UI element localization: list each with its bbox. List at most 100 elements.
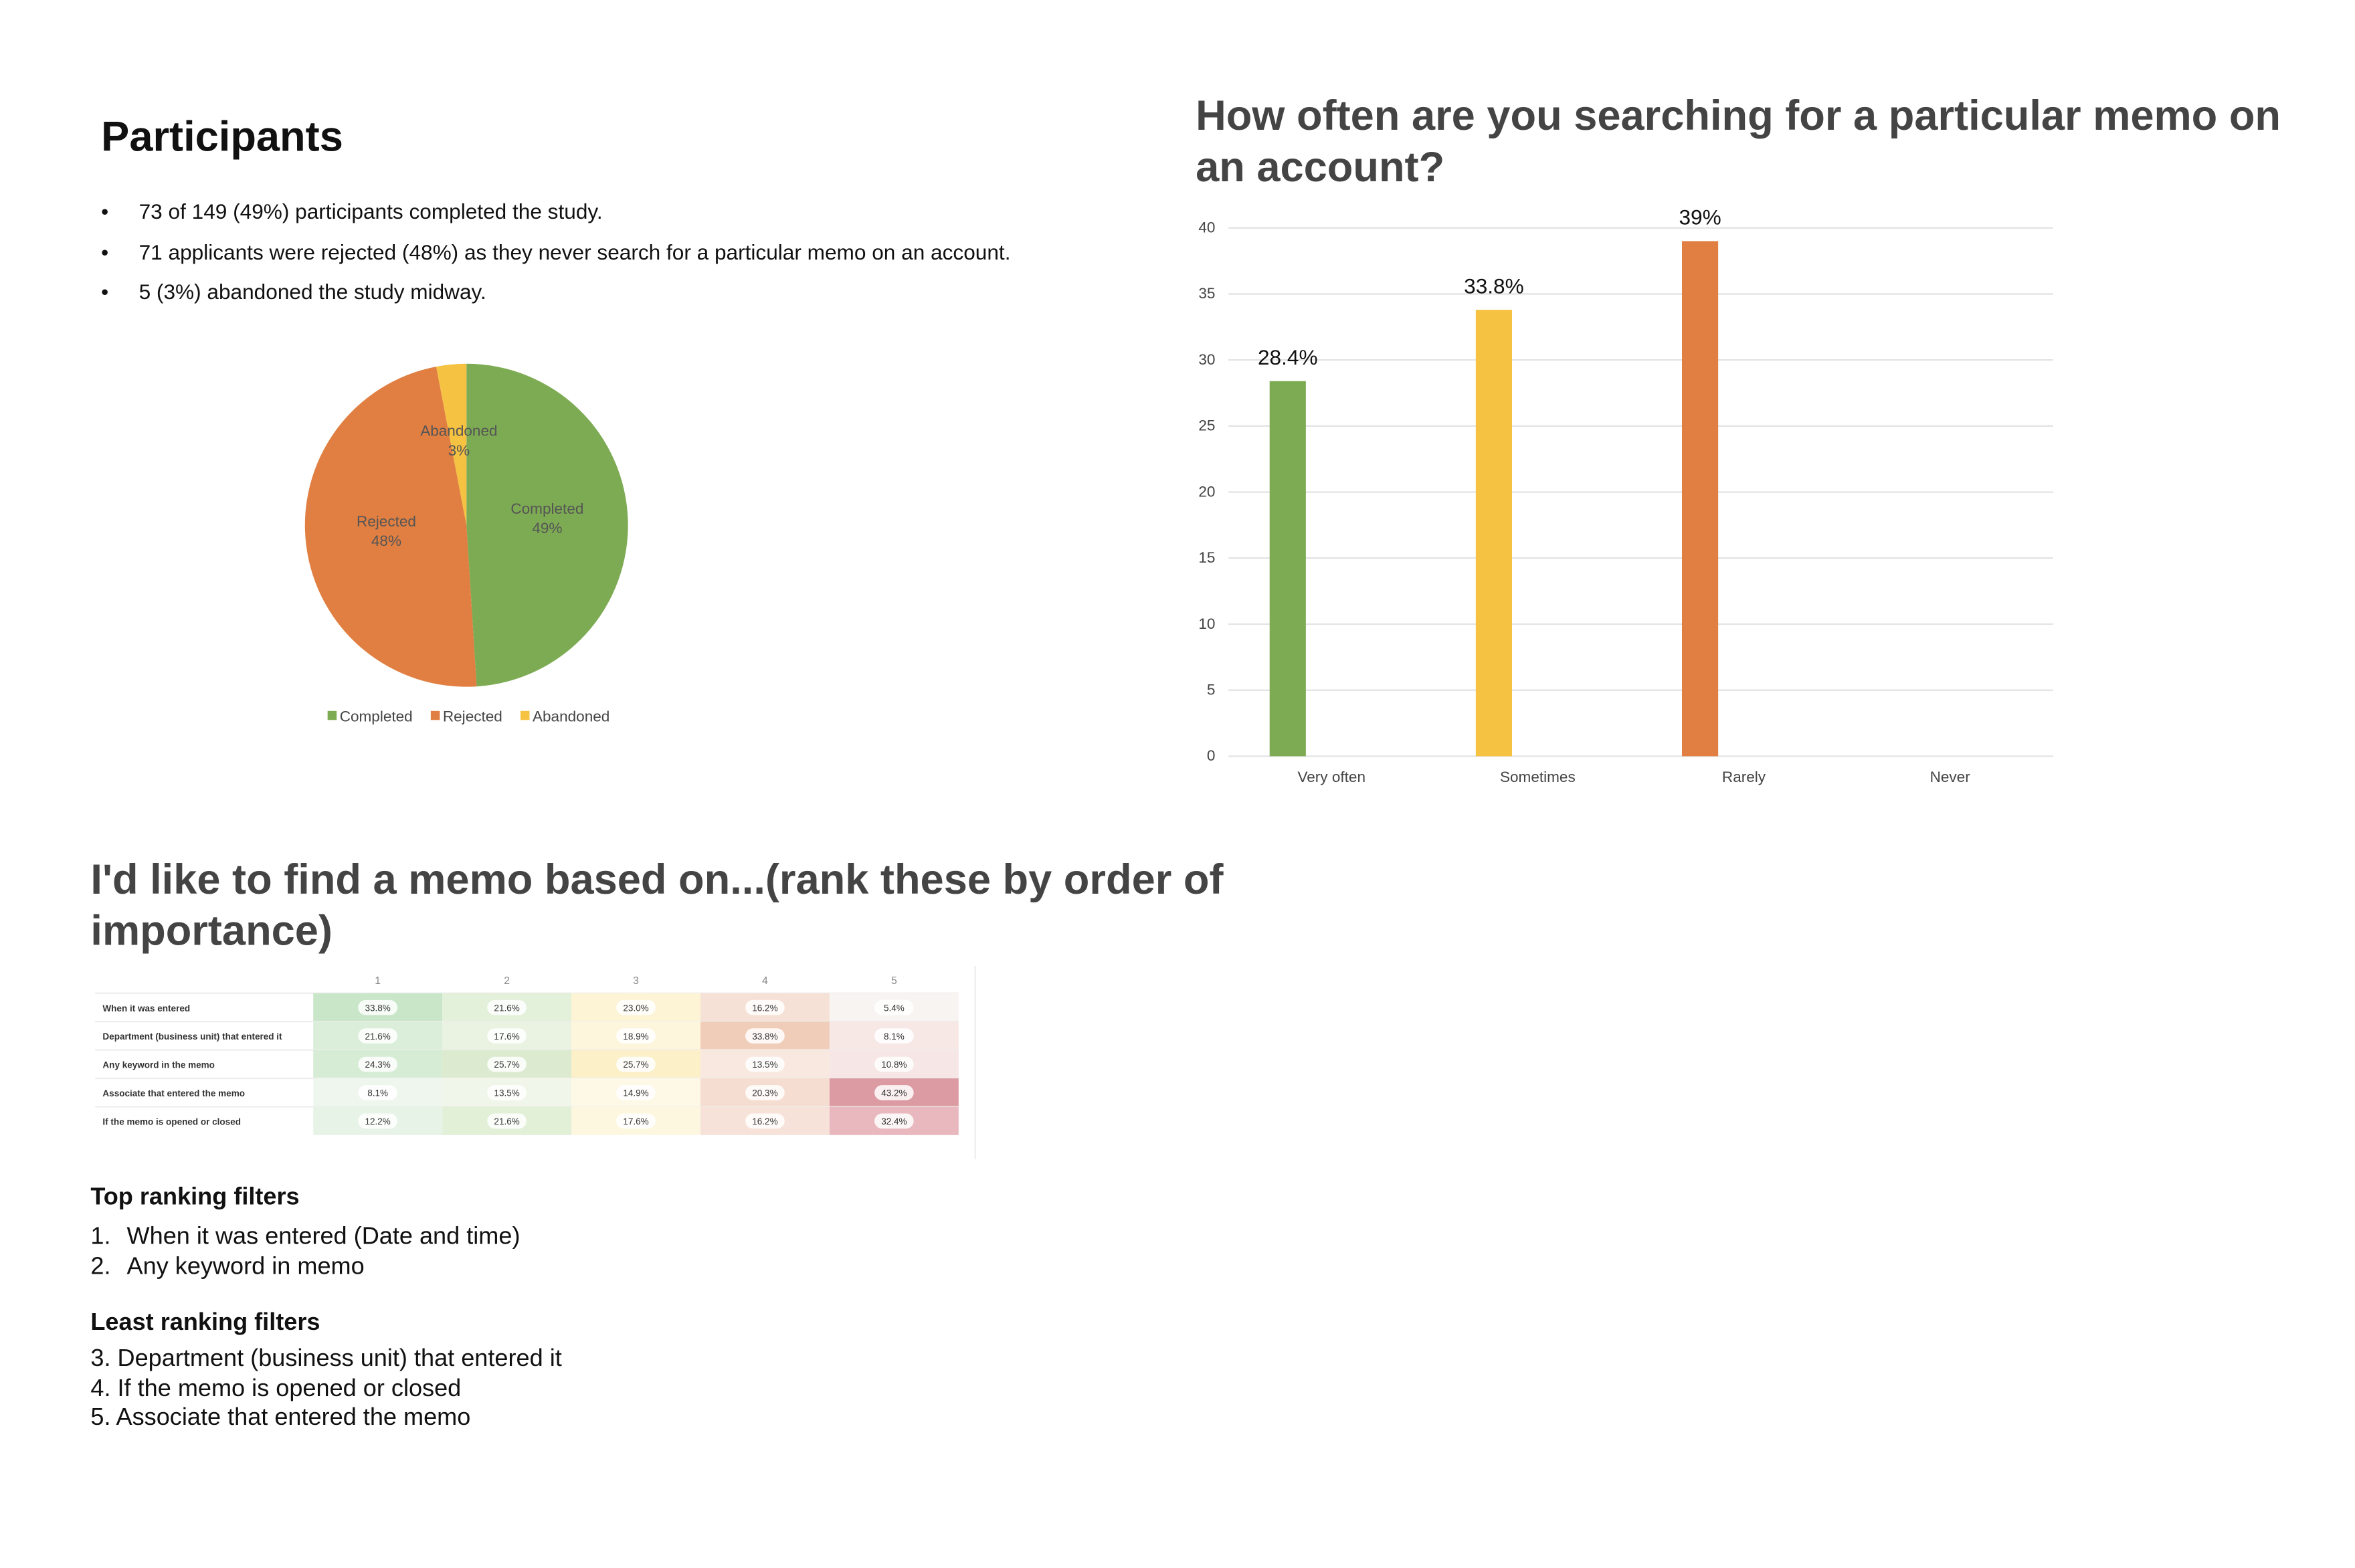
- y-tick-label: 10: [1198, 615, 1215, 632]
- slice-name: Rejected: [357, 513, 416, 530]
- slice-name: Abandoned: [420, 423, 497, 439]
- cell-value: 13.5%: [494, 1088, 519, 1098]
- row-label: Department (business unit) that entered …: [102, 1032, 282, 1042]
- bar-chart-title: How often are you searching for a partic…: [1196, 92, 2281, 191]
- bullet-marker: •: [101, 239, 109, 264]
- cell-pill: [358, 999, 397, 1015]
- bar: [1269, 381, 1306, 757]
- bullet-text: 73 of 149 (49%) participants completed t…: [138, 199, 603, 223]
- y-tick-label: 35: [1198, 285, 1215, 302]
- x-tick-label: Sometimes: [1500, 769, 1576, 785]
- y-tick-label: 20: [1198, 483, 1215, 500]
- bullet-text: 71 applicants were rejected (48%) as the…: [138, 239, 1011, 264]
- cell-pill: [874, 1085, 914, 1100]
- bullet-marker: •: [101, 279, 109, 304]
- cell-pill: [616, 1028, 656, 1044]
- legend-swatch: [430, 710, 440, 720]
- cell-value: 10.8%: [881, 1060, 907, 1070]
- cell-pill: [616, 1113, 656, 1129]
- bullet-text: 5 (3%) abandoned the study midway.: [138, 279, 486, 304]
- slice-value: 48%: [371, 532, 401, 549]
- list-text: When it was entered (Date and time): [126, 1223, 521, 1250]
- column-header: 3: [633, 975, 639, 987]
- y-tick-label: 15: [1198, 549, 1215, 566]
- cell-pill: [487, 1085, 527, 1100]
- legend-swatch: [327, 710, 337, 720]
- x-tick-label: Never: [1930, 769, 1971, 785]
- pie-slice: [436, 363, 467, 526]
- list-text: 5. Associate that entered the memo: [90, 1405, 471, 1432]
- cell-pill: [745, 1056, 785, 1072]
- cell-value: 16.2%: [752, 1116, 777, 1126]
- ranking-title: I'd like to find a memo based on...(rank…: [90, 856, 1224, 955]
- cell-value: 17.6%: [623, 1116, 648, 1126]
- cell-pill: [616, 1056, 656, 1072]
- column-header: 4: [762, 975, 768, 987]
- cell-pill: [745, 1085, 785, 1100]
- y-tick-label: 40: [1198, 219, 1215, 235]
- cell-pill: [358, 1056, 397, 1072]
- bar-value-label: 33.8%: [1464, 274, 1524, 298]
- slice-value: 49%: [532, 520, 562, 536]
- cell-pill: [745, 999, 785, 1015]
- column-header: 5: [891, 975, 897, 987]
- list-text: 4. If the memo is opened or closed: [90, 1376, 462, 1402]
- cell-pill: [745, 1113, 785, 1129]
- cell-value: 18.9%: [623, 1032, 648, 1042]
- cell-value: 5.4%: [884, 1003, 905, 1013]
- cell-pill: [874, 1028, 914, 1044]
- cell-value: 25.7%: [494, 1060, 519, 1070]
- participants-title: Participants: [101, 113, 343, 161]
- legend-swatch: [520, 710, 530, 720]
- cell-value: 17.6%: [494, 1032, 519, 1042]
- cell-value: 21.6%: [494, 1003, 519, 1013]
- legend-label: Completed: [340, 708, 413, 725]
- cell-value: 23.0%: [623, 1003, 648, 1013]
- cell-value: 24.3%: [365, 1060, 391, 1070]
- cell-pill: [874, 1113, 914, 1129]
- cell-value: 32.4%: [881, 1116, 907, 1126]
- slice-label: Rejected 48%: [357, 513, 416, 549]
- y-tick-label: 30: [1198, 351, 1215, 368]
- y-tick-label: 5: [1207, 682, 1216, 698]
- cell-pill: [745, 1028, 785, 1044]
- cell-value: 21.6%: [494, 1116, 519, 1126]
- cell-value: 8.1%: [884, 1032, 905, 1042]
- cell-pill: [358, 1028, 397, 1044]
- bullet-marker: •: [101, 199, 109, 223]
- bar: [1681, 241, 1719, 757]
- cell-pill: [616, 999, 656, 1015]
- column-header: 2: [504, 975, 510, 987]
- bar-value-label: 39%: [1679, 205, 1721, 229]
- cell-value: 13.5%: [752, 1060, 777, 1070]
- cell-value: 25.7%: [623, 1060, 648, 1070]
- cell-value: 8.1%: [367, 1088, 388, 1098]
- y-tick-label: 25: [1198, 417, 1215, 434]
- cell-value: 14.9%: [623, 1088, 648, 1098]
- legend-label: Abandoned: [533, 708, 609, 725]
- pie-slice: [304, 367, 477, 687]
- least-title: Least ranking filters: [90, 1310, 320, 1336]
- x-tick-label: Very often: [1297, 769, 1365, 785]
- slice-label: Completed 49%: [510, 500, 583, 536]
- list-text: Any keyword in memo: [126, 1254, 365, 1280]
- cell-value: 20.3%: [752, 1088, 777, 1098]
- top-title: Top ranking filters: [90, 1185, 300, 1211]
- cell-pill: [358, 1085, 397, 1100]
- cell-pill: [874, 1056, 914, 1072]
- row-label: Any keyword in the memo: [102, 1060, 214, 1070]
- list-number: 1.: [90, 1223, 111, 1250]
- legend-label: Rejected: [443, 708, 502, 725]
- cell-value: 33.8%: [365, 1003, 391, 1013]
- y-tick-label: 0: [1207, 747, 1216, 764]
- cell-pill: [616, 1085, 656, 1100]
- slice-value: 3%: [448, 442, 470, 459]
- cell-pill: [487, 999, 527, 1015]
- row-label: If the memo is opened or closed: [102, 1116, 241, 1126]
- bar-value-label: 28.4%: [1258, 345, 1318, 369]
- cell-pill: [874, 999, 914, 1015]
- slice-label: Abandoned 3%: [420, 423, 497, 459]
- cell-pill: [487, 1113, 527, 1129]
